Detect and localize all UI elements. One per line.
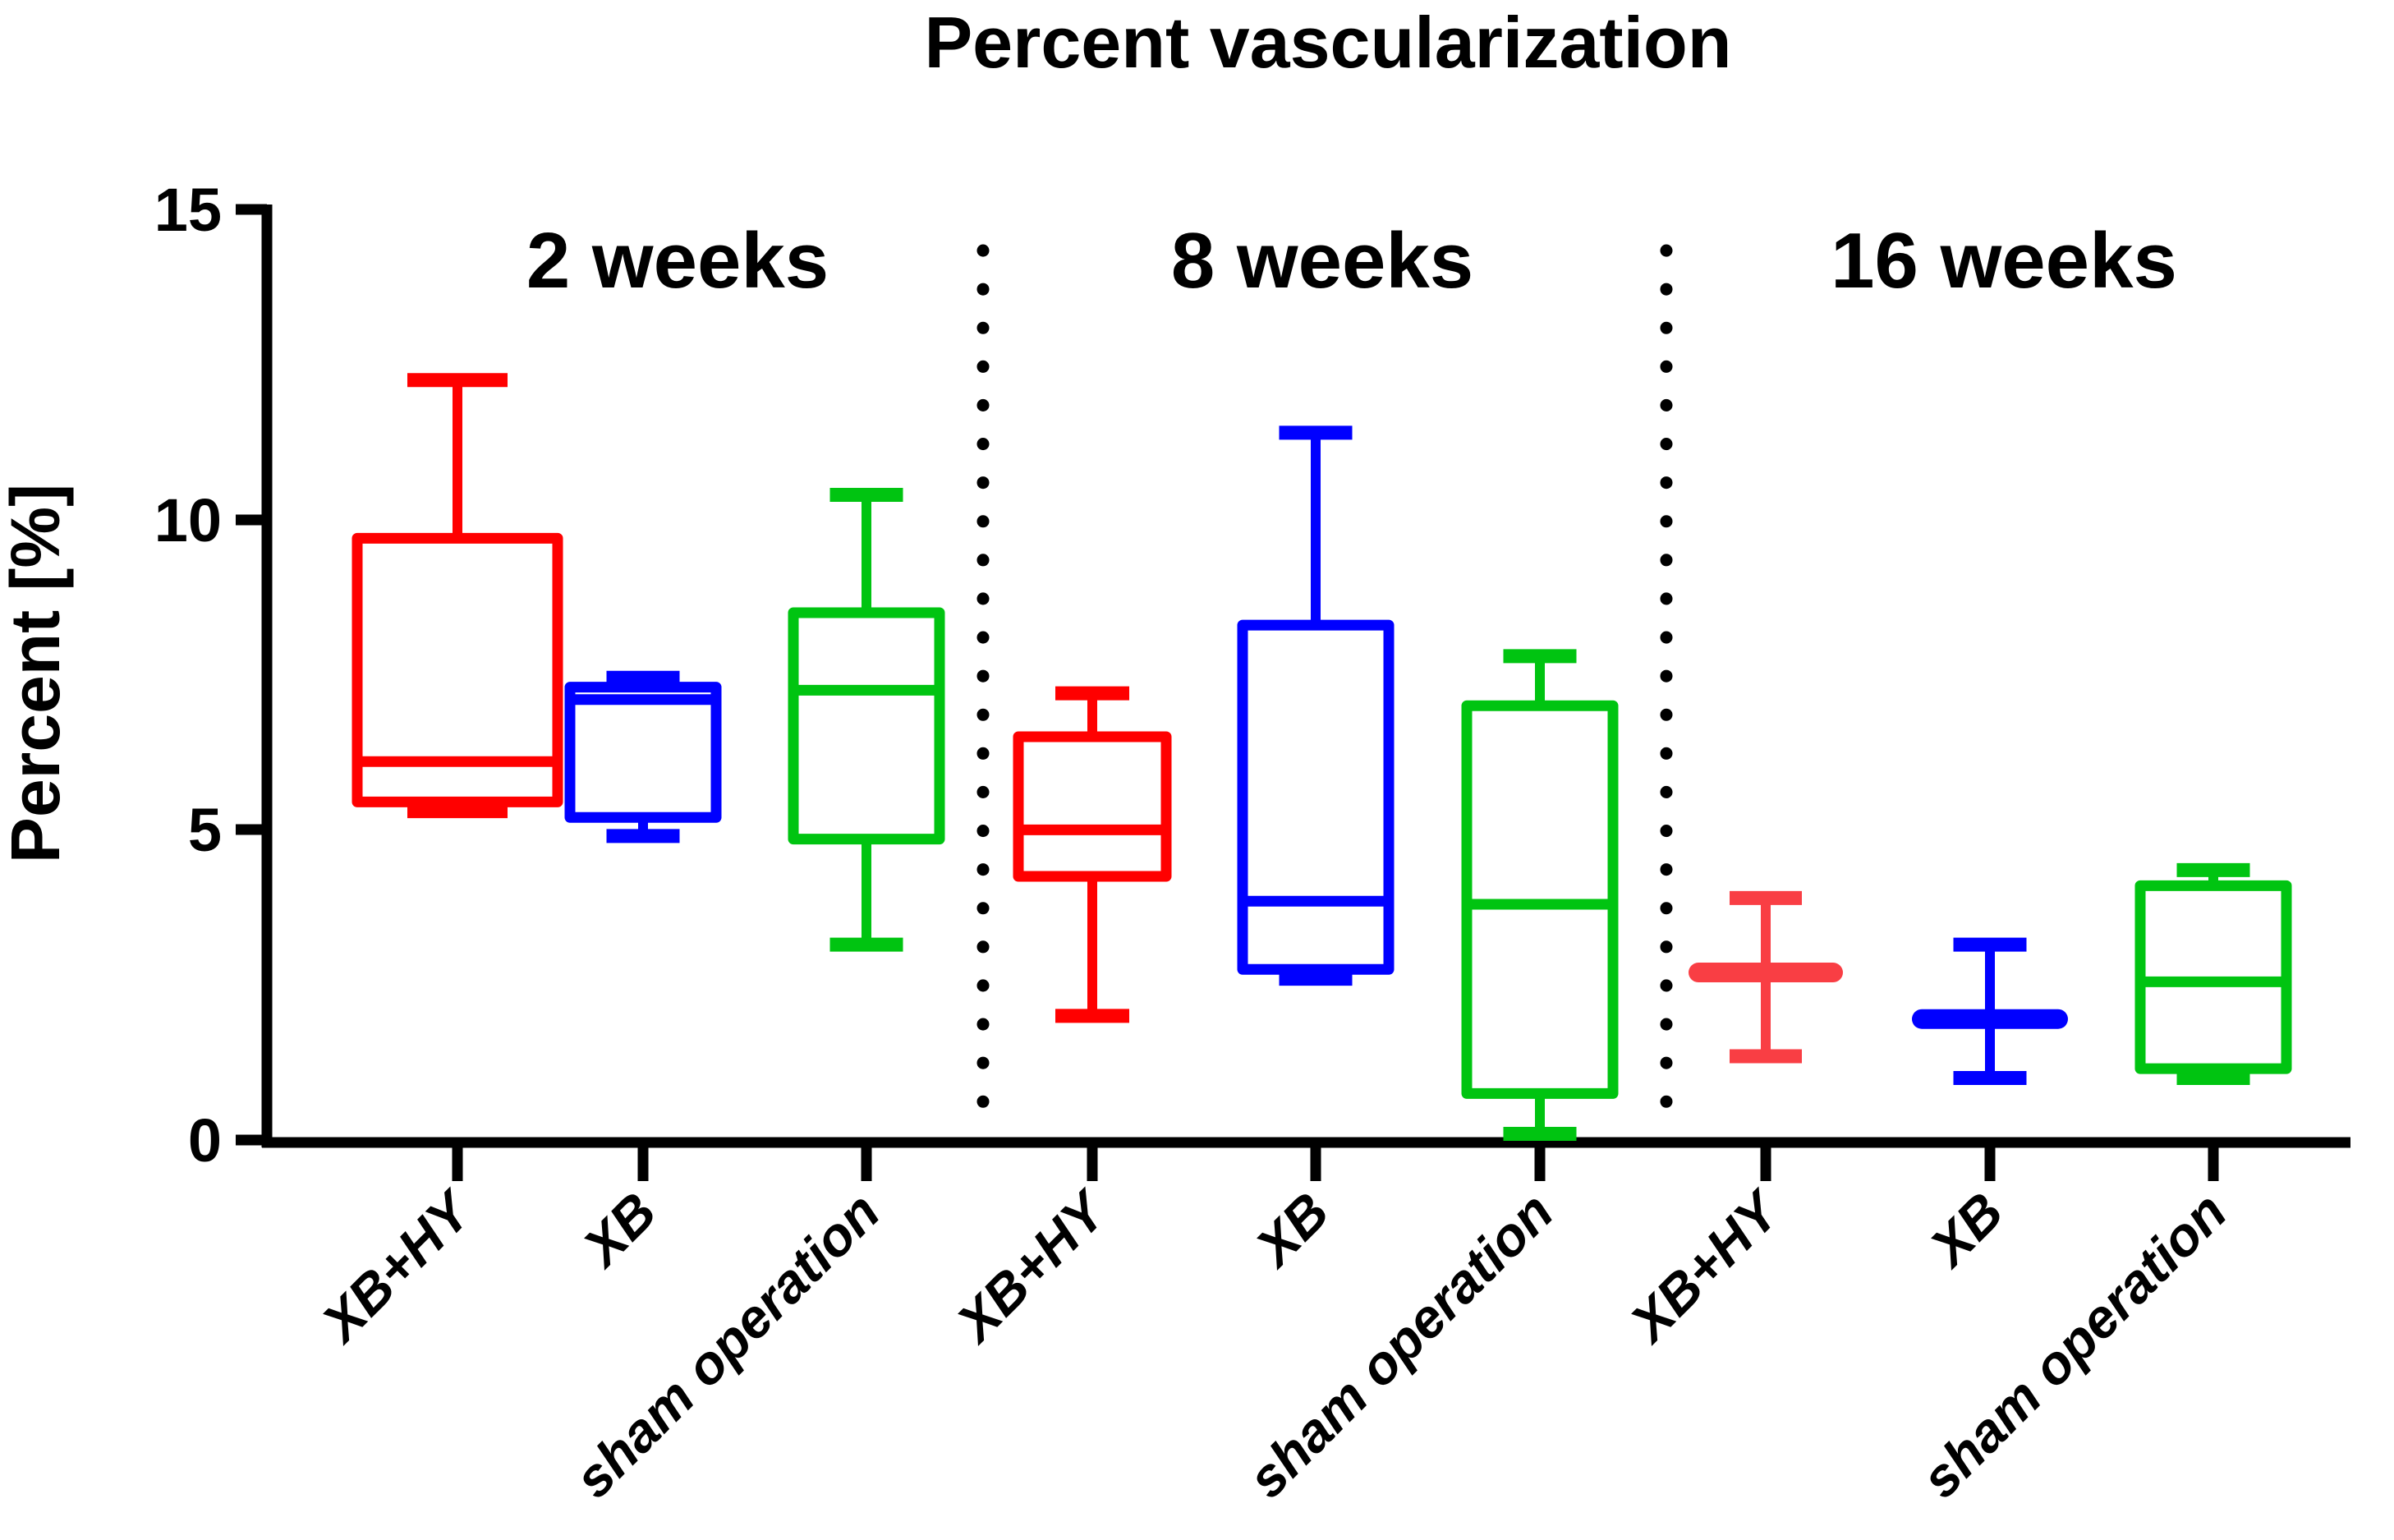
x-label-g1-xbhy: XB+HY (943, 1178, 1120, 1355)
y-tick-label-0: 0 (188, 1106, 222, 1175)
group-header-8-weeks: 8 weeks (1171, 217, 1473, 305)
x-label-g0-xb: XB (569, 1181, 668, 1280)
x-label-g2-xbhy: XB+HY (1616, 1178, 1794, 1355)
y-tick-label-10: 10 (154, 486, 222, 554)
x-label-g2-xb: XB (1916, 1181, 2015, 1280)
box-g1-xb-hy (1013, 731, 1172, 882)
chart-title: Percent vascularization (924, 2, 1731, 83)
box-g1-xb (1237, 619, 1395, 975)
box-g0-xb (564, 682, 722, 823)
y-tick-label-5: 5 (188, 796, 222, 864)
y-axis-label: Percent [%] (0, 484, 74, 863)
group-header-2-weeks: 2 weeks (526, 217, 829, 305)
x-label-g0-xbhy: XB+HY (308, 1178, 485, 1355)
boxes-layer (352, 373, 2292, 1141)
box-g0-sham-operation (788, 607, 945, 845)
group-header-16-weeks: 16 weeks (1831, 217, 2177, 305)
x-label-g1-xb: XB (1242, 1181, 1340, 1280)
y-tick-label-15: 15 (154, 176, 222, 244)
